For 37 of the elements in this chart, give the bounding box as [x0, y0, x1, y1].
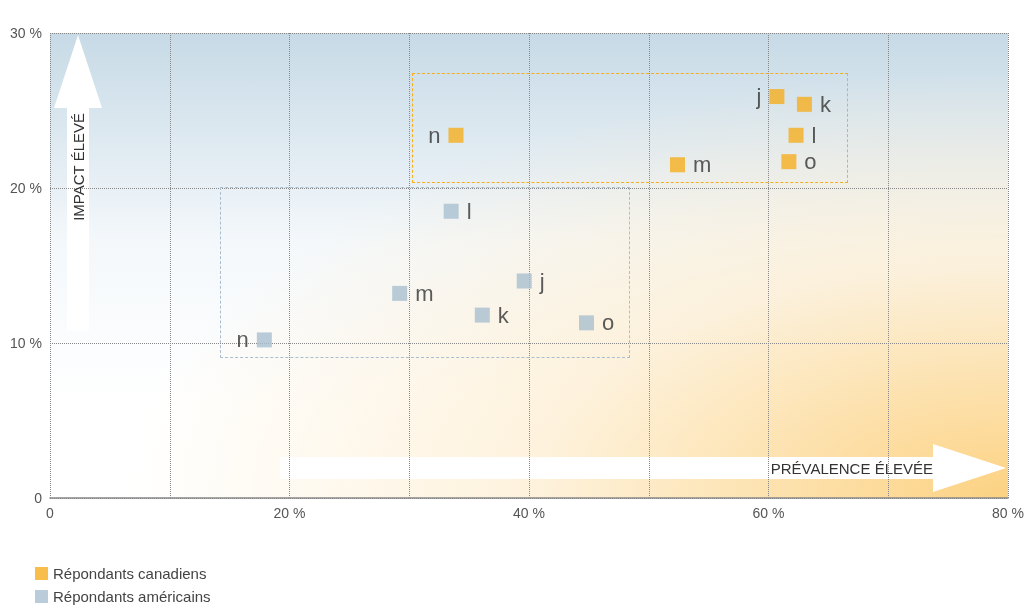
data-label: k	[497, 302, 510, 328]
x-tick-label: 40 %	[513, 505, 545, 521]
point	[669, 157, 685, 173]
point	[443, 203, 459, 219]
point	[781, 154, 797, 170]
legend-label: Répondants américains	[53, 588, 211, 605]
point	[474, 307, 490, 323]
annotation: PRÉVALENCE ÉLEVÉE	[770, 459, 933, 477]
data-label: n	[428, 122, 441, 148]
y-tick-label: 10 %	[10, 335, 42, 351]
y-tick-label: 0	[34, 490, 43, 506]
data-label: j	[755, 84, 762, 110]
data-label: m	[415, 280, 434, 306]
x-tick-label: 0	[46, 505, 55, 521]
data-label: n	[236, 327, 249, 353]
data-label: m	[692, 152, 712, 178]
point	[516, 273, 532, 289]
point	[256, 332, 272, 348]
y-tick-label: 30 %	[10, 25, 42, 41]
point	[392, 285, 408, 301]
x-tick-label: 80 %	[992, 505, 1024, 521]
annotation: IMPACT ÉLEVÉ	[69, 113, 87, 221]
point	[578, 315, 594, 331]
data-label: l	[811, 122, 817, 148]
point	[448, 127, 464, 143]
data-label: o	[804, 149, 817, 175]
data-label: o	[601, 310, 615, 336]
data-label: l	[466, 198, 472, 224]
point	[769, 89, 785, 105]
x-tick-label: 20 %	[273, 505, 306, 521]
point	[796, 96, 812, 112]
data-label: j	[538, 268, 545, 294]
data-label: k	[819, 91, 832, 117]
point	[788, 127, 804, 143]
x-tick-label: 60 %	[752, 505, 785, 521]
y-tick-label: 20 %	[10, 180, 42, 196]
legend-label: Répondants canadiens	[53, 565, 207, 582]
